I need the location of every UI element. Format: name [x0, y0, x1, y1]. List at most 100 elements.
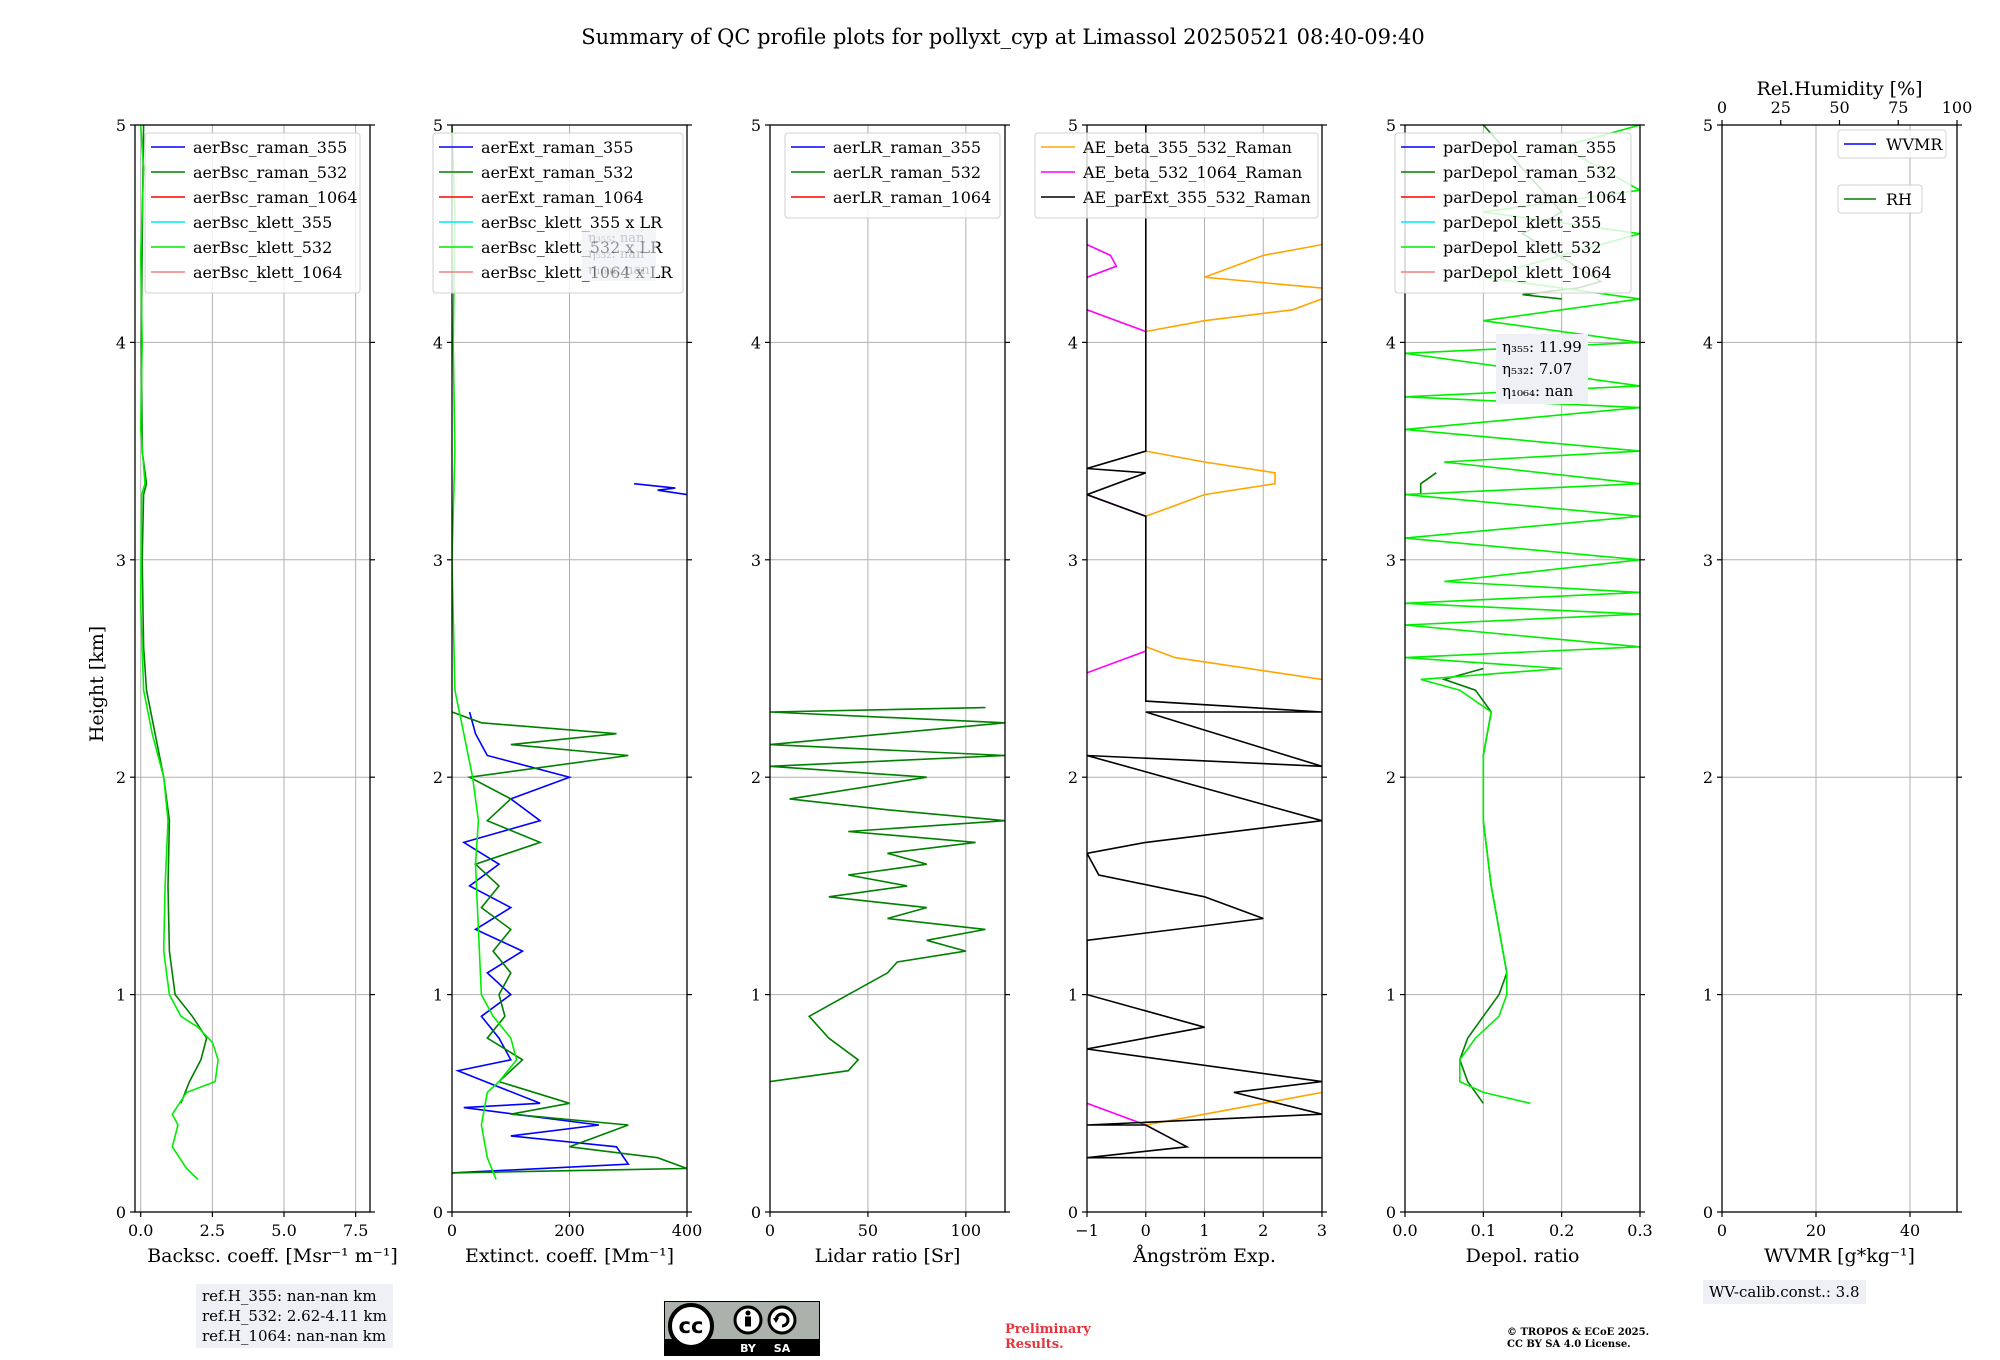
- legend-label: AE_beta_355_532_Raman: [1082, 138, 1292, 157]
- x-tick-label: 40: [1900, 1221, 1920, 1240]
- legend-frame: [784, 132, 1001, 219]
- y-tick-label: 5: [1068, 116, 1078, 135]
- series-AE_beta_355_532_Raman_top: [1145, 298, 1322, 333]
- y-tick-label: 5: [1386, 116, 1396, 135]
- legend-label: AE_beta_532_1064_Raman: [1082, 163, 1302, 182]
- cc-badge-text: cc: [679, 1314, 704, 1338]
- eta-line-532: η₅₃₂: 7.07: [1502, 360, 1573, 378]
- x-tick-label: 2.5: [200, 1221, 225, 1240]
- x-tick-label: 7.5: [343, 1221, 368, 1240]
- cc-sa-text: SA: [774, 1342, 791, 1355]
- legend-frame: [1837, 129, 1947, 159]
- y-tick-label: 4: [433, 333, 443, 352]
- legend: WVMR RH: [1837, 129, 1947, 214]
- axes-frame: [1404, 124, 1641, 1213]
- x-tick-label: 0.1: [1471, 1221, 1496, 1240]
- x-tick-label: 1: [1199, 1221, 1209, 1240]
- ref-height-1064: ref.H_1064: nan-nan km: [202, 1327, 387, 1345]
- x-tick-label: 0.0: [1392, 1221, 1417, 1240]
- panel-wv: 0 20 40 0 1 2 3 4 5 WVMR [g*kg⁻¹] 0 25 50 75 100 Rel.Hu…: [1703, 78, 1972, 1267]
- y-tick-label: 3: [1386, 551, 1396, 570]
- y-tick-label: 3: [433, 551, 443, 570]
- eta-box-depol: η₃₅₅: 11.99 η₅₃₂: 7.07 η₁₀₆₄: nan: [1496, 334, 1588, 404]
- x-tick-label: 50: [858, 1221, 878, 1240]
- prelim-line-2: Results.: [1005, 1337, 1064, 1352]
- panels: 0.0 2.5 5.0 7.5 0 1 2 3 4 5 Backsc. coeff. [Msr⁻¹ …: [116, 78, 1972, 1267]
- y-tick-label: 3: [1703, 551, 1713, 570]
- y-tick-label: 1: [1703, 986, 1713, 1005]
- legend-label: AE_parExt_355_532_Raman: [1082, 188, 1311, 207]
- x-tick-label: 20: [1806, 1221, 1826, 1240]
- legend-label: aerLR_raman_1064: [833, 188, 991, 207]
- legend: AE_beta_355_532_Raman AE_beta_532_1064_Ra…: [1034, 132, 1319, 219]
- series-AE_beta_532_1064_Raman_top: [1087, 309, 1147, 333]
- y-tick-label: 3: [751, 551, 761, 570]
- x2-axis-label: Rel.Humidity [%]: [1756, 78, 1922, 100]
- legend-label: aerExt_raman_355: [481, 138, 634, 157]
- y-tick-label: 2: [751, 768, 761, 787]
- series-AE_parExt_355_532_Raman: [1087, 125, 1322, 1159]
- legend: aerLR_raman_355 aerLR_raman_532 aerLR_rama…: [784, 132, 1001, 219]
- legend-label: parDepol_klett_355: [1443, 213, 1601, 232]
- legend-label: aerBsc_raman_532: [193, 163, 347, 182]
- copyright-line-1: © TROPOS & ECoE 2025.: [1507, 1327, 1650, 1338]
- legend-label: WVMR: [1886, 135, 1943, 154]
- y-tick-label: 4: [116, 333, 126, 352]
- y-tick-label: 5: [751, 116, 761, 135]
- x2-tick-label: 25: [1771, 98, 1791, 117]
- x-tick-label: 200: [554, 1221, 585, 1240]
- legend-label: parDepol_raman_355: [1443, 138, 1616, 157]
- y-tick-label: 1: [116, 986, 126, 1005]
- legend-frame: [1394, 132, 1632, 294]
- series-AE_beta_355_532_Raman_mid: [1145, 646, 1322, 681]
- legend-label: aerExt_raman_532: [481, 163, 634, 182]
- preliminary-results-note: Preliminary Results.: [1005, 1322, 1091, 1352]
- y-tick-label: 4: [751, 333, 761, 352]
- x-tick-label: 400: [672, 1221, 703, 1240]
- y-tick-label: 3: [1068, 551, 1078, 570]
- y-tick-label: 2: [1386, 768, 1396, 787]
- legend-label: parDepol_raman_1064: [1443, 188, 1627, 207]
- y-tick-label: 2: [116, 768, 126, 787]
- wv-calibration-box: WV-calib.const.: 3.8: [1703, 1280, 1866, 1304]
- x-tick-label: 2: [1258, 1221, 1268, 1240]
- series-aerExt_raman_355_upper: [634, 482, 687, 496]
- x-tick-label: 3: [1317, 1221, 1327, 1240]
- series-AE_beta_532_1064_Raman_mid: [1087, 650, 1147, 674]
- y-tick-label: 1: [1068, 986, 1078, 1005]
- panel-lr: 0 50 100 0 1 2 3 4 5 Lidar ratio [Sr] aerLR_raman_…: [751, 116, 1010, 1267]
- x-axis-label: Lidar ratio [Sr]: [815, 1245, 961, 1267]
- legend-label: aerBsc_raman_1064: [193, 188, 358, 207]
- panel-depol: 0.0 0.1 0.2 0.3 0 1 2 3 4 5 Depol. ratio parDepol_r…: [1386, 116, 1653, 1267]
- cc-circle-icon: [668, 1303, 714, 1349]
- legend-label: parDepol_klett_1064: [1443, 263, 1612, 282]
- x2-tick-label: 50: [1829, 98, 1849, 117]
- legend-label: aerBsc_raman_355: [193, 138, 347, 157]
- axes-frame: [1721, 124, 1958, 1213]
- panel-bsc: 0.0 2.5 5.0 7.5 0 1 2 3 4 5 Backsc. coeff. [Msr⁻¹ …: [116, 116, 398, 1267]
- reference-height-box: ref.H_355: nan-nan km ref.H_532: 2.62-4.…: [196, 1284, 393, 1348]
- y-tick-label: 2: [1068, 768, 1078, 787]
- legend-frame: [144, 132, 361, 294]
- panel-ext: 0 200 400 0 1 2 3 4 5 Extinct. coeff. [Mm⁻¹] aerEx…: [432, 116, 703, 1267]
- x2-tick-label: 100: [1942, 98, 1973, 117]
- x-tick-label: 0: [1141, 1221, 1151, 1240]
- y-tick-label: 5: [1703, 116, 1713, 135]
- y-tick-label: 0: [1386, 1203, 1396, 1222]
- eta-ext-line-532: η₅₃₂: nan: [588, 247, 645, 262]
- y-tick-label: 3: [116, 551, 126, 570]
- x-tick-label: 100: [951, 1221, 982, 1240]
- x2-tick-label: 75: [1888, 98, 1908, 117]
- series-parDepol_raman_532_upper: [1419, 472, 1437, 495]
- legend-label: aerLR_raman_355: [833, 138, 981, 157]
- y-axis-label: Height [km]: [86, 626, 108, 742]
- copyright-line-2: CC BY SA 4.0 License.: [1507, 1339, 1631, 1350]
- x-tick-label: 5.0: [271, 1221, 296, 1240]
- figure-title: Summary of QC profile plots for pollyxt_…: [581, 25, 1425, 49]
- legend-label: aerBsc_klett_355 x LR: [481, 213, 663, 232]
- legend-label: parDepol_klett_532: [1443, 238, 1601, 257]
- y-tick-label: 0: [1703, 1203, 1713, 1222]
- y-tick-label: 2: [433, 768, 443, 787]
- eta-box-extinction: η₃₅₅: nan η₅₃₂: nan η₁₀₆₄: nan: [582, 229, 656, 281]
